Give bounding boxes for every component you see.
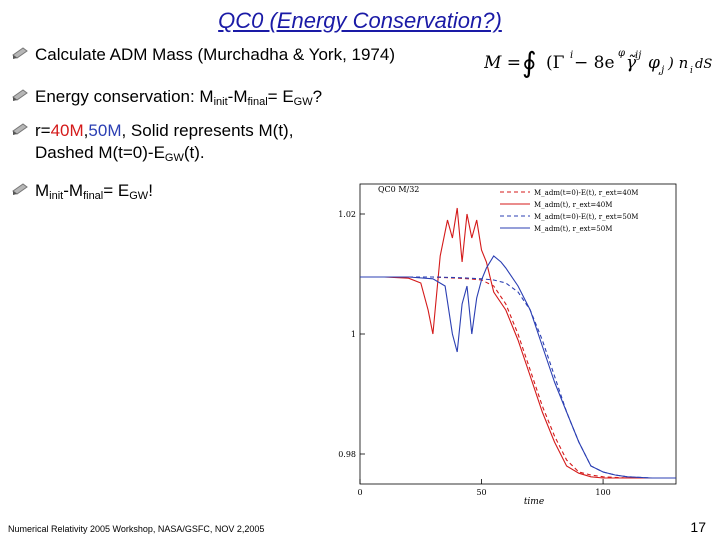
series-line-4 — [360, 255, 676, 479]
legend-label: M_adm(t), r_ext=50M — [534, 225, 612, 233]
formula-sub-i: i — [690, 66, 693, 76]
bullet-text: Minit-Mfinal= EGW! — [35, 181, 153, 202]
series-line-3 — [360, 276, 676, 479]
formula-sup-phi: φ — [618, 48, 625, 59]
x-axis-label: time — [524, 497, 544, 507]
pen-bullet-icon — [12, 183, 28, 195]
formula-sup-ij: ij — [635, 50, 641, 61]
series-line-1 — [360, 276, 676, 479]
radius-50m: 50M — [88, 121, 122, 140]
legend-label: M_adm(t=0)-E(t), r_ext=40M — [534, 189, 638, 197]
y-tick-label: 0.98 — [338, 450, 356, 459]
x-tick-label: 50 — [476, 488, 486, 497]
formula-sup-i: i — [570, 50, 573, 61]
mass-vs-time-chart: 0 50 100 1.02 1 0.98 QC0 M/32 time M_adm(t=0)… — [338, 183, 677, 507]
formula-sub-j: ,j — [658, 65, 664, 76]
bullet-text: Calculate ADM Mass (Murchadha & York, 19… — [35, 45, 396, 64]
pen-bullet-icon — [12, 123, 28, 135]
radius-40m: 40M — [50, 121, 84, 140]
x-tick-label: 100 — [595, 488, 610, 497]
bullet-text: r=40M,50M, Solid represents M(t), Dashed … — [35, 121, 294, 164]
y-tick-label: 1.02 — [338, 210, 356, 219]
y-tick-label: 1 — [351, 330, 356, 339]
page-number: 17 — [690, 519, 706, 535]
bullet-text: Energy conservation: Minit-Mfinal= EGW? — [35, 87, 323, 108]
formula-integral: ∮ — [522, 46, 537, 79]
series-line-2 — [360, 207, 676, 479]
pen-bullet-icon — [12, 89, 28, 101]
formula-close: ) n — [667, 54, 688, 72]
legend-label: M_adm(t), r_ext=40M — [534, 201, 612, 209]
legend-label: M_adm(t=0)-E(t), r_ext=50M — [534, 213, 638, 221]
chart-title: QC0 M/32 — [378, 185, 419, 194]
x-tick-label: 0 — [357, 488, 362, 497]
slide-title: QC0 (Energy Conservation?) — [218, 8, 502, 33]
formula-body: (Γ — [546, 53, 565, 73]
formula-end: dS — [695, 57, 712, 72]
formula-gamma: γ̃ — [626, 53, 637, 73]
pen-bullet-icon — [12, 47, 28, 59]
formula-phi: φ — [648, 53, 660, 73]
adm-mass-formula: M = ∮ (Γ i − 8e φ γ̃ ij φ ,j ) n i dS — [484, 46, 712, 79]
formula-minus: − 8e — [574, 53, 615, 73]
footer-text: Numerical Relativity 2005 Workshop, NASA… — [8, 524, 265, 534]
formula-lhs: M = — [484, 53, 521, 73]
